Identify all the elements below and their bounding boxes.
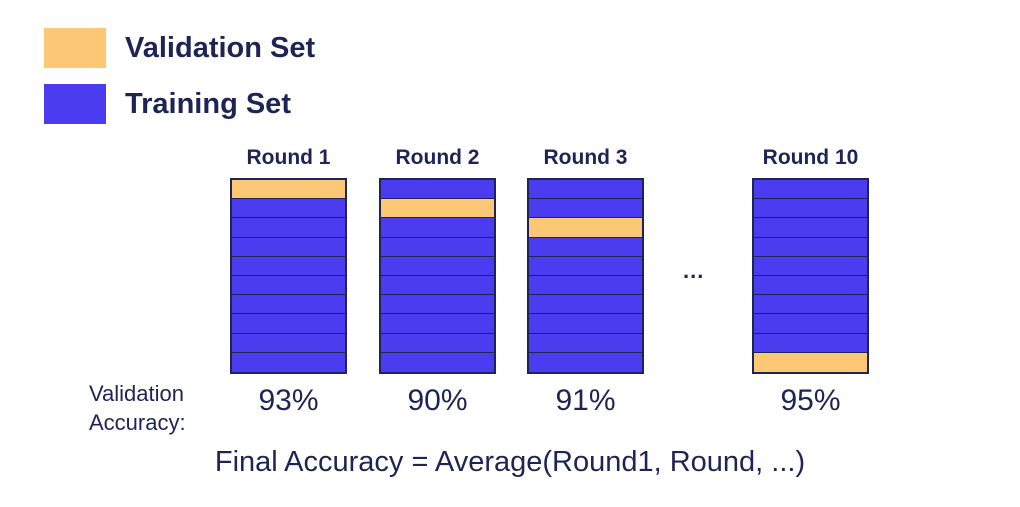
training-fold (232, 237, 345, 257)
training-fold (529, 352, 642, 372)
validation-accuracy-caption: Validation Accuracy: (89, 379, 186, 437)
accuracy-value-round-2: 90% (407, 384, 468, 417)
round-label: Round 1 (246, 146, 331, 169)
training-fold (232, 218, 345, 238)
fold-stack (230, 178, 347, 374)
round-label: Round 10 (762, 146, 859, 169)
training-fold (381, 218, 494, 238)
fold-stack (379, 178, 496, 374)
training-fold (381, 314, 494, 334)
training-swatch (44, 84, 106, 124)
round-column-2: Round 2 (379, 143, 496, 374)
training-fold (529, 199, 642, 219)
legend-training: Training Set (44, 84, 291, 124)
round-column-1: Round 1 (230, 143, 347, 374)
training-fold (754, 295, 867, 315)
round-column-10: Round 10 (752, 143, 869, 374)
validation-fold (754, 352, 867, 372)
training-fold (232, 275, 345, 296)
training-fold (232, 295, 345, 315)
training-fold (754, 180, 867, 200)
training-fold (754, 314, 867, 334)
training-fold (754, 237, 867, 257)
training-fold (232, 314, 345, 334)
validation-fold (381, 199, 494, 219)
training-fold (754, 218, 867, 238)
validation-swatch (44, 28, 106, 68)
validation-legend-label: Validation Set (125, 31, 316, 64)
training-fold (232, 333, 345, 353)
training-fold (754, 275, 867, 296)
training-fold (232, 199, 345, 219)
training-fold (754, 199, 867, 219)
validation-fold (529, 218, 642, 238)
training-fold (232, 352, 345, 372)
validation-fold (232, 180, 345, 200)
training-fold (529, 237, 642, 257)
training-fold (754, 333, 867, 353)
training-fold (381, 256, 494, 276)
accuracy-value-round-10: 95% (780, 384, 841, 417)
round-label: Round 2 (395, 146, 480, 169)
training-fold (529, 314, 642, 334)
training-fold (381, 275, 494, 296)
legend-validation: Validation Set (44, 28, 315, 68)
training-fold (232, 256, 345, 276)
training-fold (754, 256, 867, 276)
accuracy-value-round-3: 91% (555, 384, 616, 417)
round-label: Round 3 (543, 146, 628, 169)
fold-stack (752, 178, 869, 374)
training-fold (381, 333, 494, 353)
accuracy-value-round-1: 93% (258, 384, 319, 417)
training-fold (529, 295, 642, 315)
training-fold (529, 256, 642, 276)
caption-line-2: Accuracy: (89, 410, 186, 435)
training-fold (529, 333, 642, 353)
round-column-3: Round 3 (527, 143, 644, 374)
ellipsis: ... (683, 258, 705, 283)
caption-line-1: Validation (89, 381, 184, 406)
fold-stack (527, 178, 644, 374)
training-fold (381, 180, 494, 200)
final-accuracy-formula: Final Accuracy = Average(Round1, Round, … (214, 446, 806, 478)
training-fold (529, 180, 642, 200)
training-fold (381, 295, 494, 315)
training-fold (381, 237, 494, 257)
training-fold (381, 352, 494, 372)
training-legend-label: Training Set (125, 87, 291, 120)
training-fold (529, 275, 642, 296)
